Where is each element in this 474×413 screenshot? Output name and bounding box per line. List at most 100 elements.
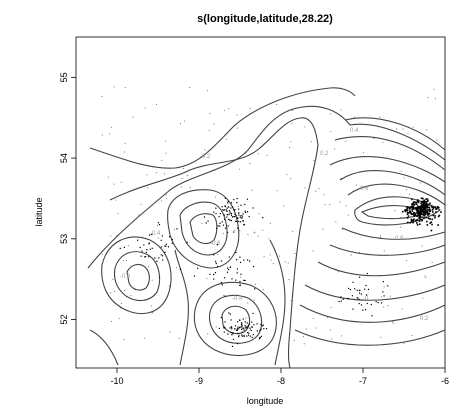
observation-point: [412, 213, 415, 215]
observation-point: [293, 339, 295, 341]
observation-point: [160, 254, 162, 256]
observation-point: [151, 233, 153, 236]
observation-point: [407, 133, 409, 135]
observation-point: [422, 201, 424, 204]
observation-point: [220, 249, 222, 251]
observation-point: [242, 318, 244, 320]
observation-point: [256, 330, 258, 332]
observation-point: [207, 333, 209, 335]
observation-point: [355, 184, 357, 186]
observation-point: [279, 255, 281, 257]
observation-point: [375, 301, 377, 303]
contour-label: 0.2: [420, 316, 429, 322]
observation-point: [228, 210, 231, 212]
observation-point: [413, 201, 415, 203]
observation-point: [231, 278, 233, 280]
observation-point: [412, 208, 414, 210]
observation-point: [146, 174, 148, 176]
observation-point: [416, 206, 418, 209]
observation-point: [102, 253, 104, 255]
observation-point: [241, 328, 243, 330]
observation-point: [230, 207, 232, 209]
observation-point: [236, 220, 238, 222]
observation-point: [420, 206, 423, 209]
observation-point: [425, 198, 427, 200]
contour-line: [360, 205, 430, 220]
observation-point: [302, 335, 304, 337]
observation-point: [290, 141, 292, 143]
observation-point: [365, 284, 367, 287]
observation-point: [110, 292, 112, 294]
observation-point: [416, 200, 419, 202]
observation-point: [258, 213, 260, 215]
observation-point: [230, 219, 232, 222]
observation-point: [411, 198, 413, 201]
observation-point: [417, 210, 419, 212]
observation-point: [144, 256, 146, 258]
observation-point: [134, 289, 136, 291]
observation-point: [418, 220, 421, 223]
observation-point: [408, 207, 410, 209]
observation-point: [380, 235, 382, 237]
observation-point: [425, 276, 427, 278]
contour-label: -0.6: [210, 241, 221, 247]
observation-point: [225, 209, 228, 211]
observation-point: [253, 299, 255, 301]
observation-point: [239, 230, 241, 232]
observation-point: [364, 288, 366, 290]
observation-point: [215, 207, 217, 209]
observation-point: [425, 201, 428, 203]
observation-point: [206, 278, 208, 280]
observation-point: [239, 221, 242, 223]
observation-point: [422, 214, 425, 216]
observation-point: [229, 327, 231, 329]
observation-point: [193, 275, 196, 277]
observation-point: [290, 178, 292, 180]
observation-point: [428, 204, 430, 206]
observation-point: [230, 212, 232, 215]
observation-point: [239, 284, 241, 287]
observation-point: [251, 321, 253, 323]
observation-point: [240, 322, 243, 324]
observation-point: [237, 332, 239, 335]
observation-point: [223, 331, 225, 333]
observation-point: [246, 327, 248, 329]
contour-label: -0.4: [232, 296, 243, 302]
observation-point: [366, 302, 368, 305]
observation-point: [380, 336, 382, 338]
observation-point: [425, 129, 427, 131]
observation-point: [419, 212, 421, 215]
observation-point: [383, 295, 385, 297]
observation-point: [426, 198, 429, 200]
observation-point: [266, 154, 268, 156]
observation-point: [365, 309, 367, 311]
observation-point: [382, 281, 384, 283]
observation-point: [310, 141, 312, 143]
observation-point: [270, 259, 272, 261]
observation-point: [373, 137, 375, 139]
observation-point: [251, 189, 253, 191]
observation-point: [424, 201, 426, 203]
observation-point: [422, 203, 424, 205]
observation-point: [243, 259, 245, 261]
observation-point: [227, 225, 229, 227]
observation-point: [411, 210, 414, 212]
observation-point: [436, 205, 439, 208]
observation-point: [230, 319, 232, 321]
observation-point: [252, 265, 255, 268]
observation-point: [235, 251, 237, 254]
observation-point: [162, 179, 164, 181]
observation-point: [141, 250, 143, 252]
observation-point: [341, 335, 343, 337]
contour-label: 0.6: [360, 186, 369, 192]
observation-point: [438, 214, 441, 217]
observation-point: [236, 197, 238, 200]
observation-point: [216, 265, 219, 267]
observation-point: [115, 199, 117, 201]
observation-point: [305, 328, 307, 330]
observation-point: [379, 236, 381, 238]
observation-point: [413, 218, 415, 221]
observation-point: [242, 327, 244, 330]
contour-line: [341, 227, 446, 240]
observation-point: [152, 312, 154, 314]
